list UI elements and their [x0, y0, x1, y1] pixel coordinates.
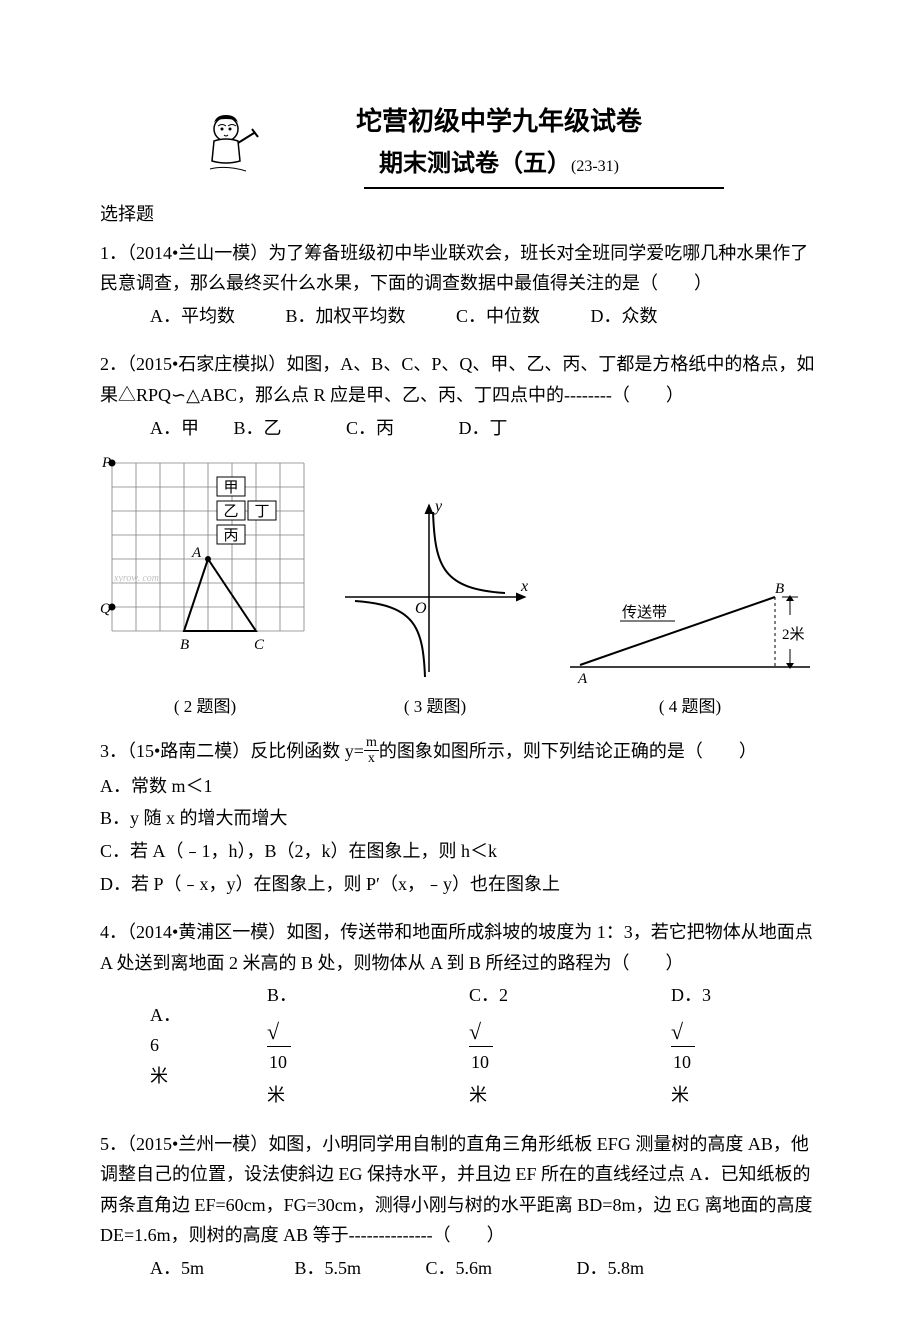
q2-options: A．甲 B．乙 C．丙 D．丁: [100, 413, 820, 444]
question-2: 2．（2015•石家庄模拟）如图，A、B、C、P、Q、甲、乙、丙、丁都是方格纸中…: [100, 349, 820, 443]
title-line2: 期末测试卷（五）(23-31): [274, 144, 724, 185]
q3-text-post: 的图象如图所示，则下列结论正确的是（ ）: [379, 741, 757, 761]
q2-optD: D．丁: [459, 413, 508, 444]
q5-optB: B．5.5m: [295, 1253, 362, 1284]
header: 坨营初级中学九年级试卷 期末测试卷（五）(23-31): [100, 100, 820, 189]
q5-optC: C．5.6m: [426, 1253, 493, 1284]
svg-text:O: O: [415, 600, 427, 617]
q4-optB: B．√10米: [267, 980, 383, 1110]
sqrt-icon: √10: [671, 1011, 741, 1080]
q3-num: 3．: [100, 741, 127, 761]
teacher-icon: [196, 109, 266, 179]
q5-src: （2015•兰州一模）: [127, 1134, 268, 1154]
title2-main: 期末测试卷（五）: [379, 151, 571, 177]
belt-svg: A B 传送带 2米: [560, 567, 820, 687]
q3-src: （15•路南二模）: [127, 741, 250, 761]
q2-optA: A．甲: [150, 413, 199, 444]
svg-text:x: x: [520, 578, 528, 595]
frac-num: m: [364, 735, 379, 751]
q5-optA: A．5m: [150, 1253, 204, 1284]
svg-text:B: B: [180, 637, 189, 653]
question-3: 3．（15•路南二模）反比例函数 y=mx的图象如图所示，则下列结论正确的是（ …: [100, 736, 820, 899]
svg-text:甲: 甲: [223, 480, 238, 496]
svg-text:xyrow. com: xyrow. com: [113, 573, 159, 584]
svg-text:P: P: [101, 457, 111, 471]
q2-optB: B．乙: [234, 413, 282, 444]
svg-text:乙: 乙: [223, 504, 238, 520]
q4-options: A．6 米 B．√10米 C．2√10米 D．3√10米: [100, 980, 820, 1110]
q3-optB: B．y 随 x 的增大而增大: [100, 803, 820, 834]
q3-text-pre: 反比例函数 y=: [250, 741, 364, 761]
q3-optD: D．若 P（﹣x，y）在图象上，则 P′（x，﹣y）也在图象上: [100, 869, 820, 900]
svg-text:y: y: [433, 498, 443, 515]
q4-optC: C．2√10米: [469, 980, 585, 1110]
q4-optD: D．3√10米: [671, 980, 787, 1110]
title-line1: 坨营初级中学九年级试卷: [274, 100, 724, 144]
fig4-caption: ( 4 题图): [560, 693, 820, 722]
q1-num: 1．: [100, 243, 127, 263]
sqrt-icon: √10: [267, 1011, 337, 1080]
header-text: 坨营初级中学九年级试卷 期末测试卷（五）(23-31): [274, 100, 724, 189]
svg-text:2米: 2米: [782, 626, 805, 643]
q2-src: （2015•石家庄模拟）: [127, 354, 286, 374]
question-4: 4．（2014•黄浦区一模）如图，传送带和地面所成斜坡的坡度为 1：3，若它把物…: [100, 917, 820, 1110]
q3-optA: A．常数 m＜1: [100, 771, 820, 802]
section-label: 选择题: [100, 199, 820, 230]
svg-text:C: C: [254, 637, 265, 653]
svg-text:传送带: 传送带: [622, 604, 667, 621]
fraction-icon: mx: [364, 735, 379, 767]
figure-4: A B 传送带 2米 ( 4 题图): [560, 567, 820, 722]
q5-options: A．5m B．5.5m C．5.6m D．5.8m: [100, 1253, 820, 1284]
curve-svg: y x O: [335, 497, 535, 687]
q4-optA: A．6 米: [150, 1000, 181, 1092]
q2-optC: C．丙: [346, 413, 394, 444]
q1-optB: B．加权平均数: [286, 301, 406, 332]
svg-text:丁: 丁: [254, 504, 269, 520]
q1-optC: C．中位数: [456, 301, 540, 332]
q1-optA: A．平均数: [150, 301, 235, 332]
q3-options: A．常数 m＜1 B．y 随 x 的增大而增大 C．若 A（﹣1，h），B（2，…: [100, 771, 820, 899]
q1-src: （2014•兰山一模）: [127, 243, 268, 263]
fig3-caption: ( 3 题图): [335, 693, 535, 722]
q5-num: 5．: [100, 1134, 127, 1154]
q5-optD: D．5.8m: [577, 1253, 645, 1284]
grid-svg: 甲 乙 丙 丁 A B C P Q xyrow. com: [100, 457, 310, 687]
q2-num: 2．: [100, 354, 127, 374]
question-5: 5．（2015•兰州一模）如图，小明同学用自制的直角三角形纸板 EFG 测量树的…: [100, 1129, 820, 1284]
question-1: 1．（2014•兰山一模）为了筹备班级初中毕业联欢会，班长对全班同学爱吃哪几种水…: [100, 238, 820, 332]
q3-optC: C．若 A（﹣1，h），B（2，k）在图象上，则 h＜k: [100, 836, 820, 867]
title-underline: [364, 187, 724, 189]
q4-src: （2014•黄浦区一模）: [127, 922, 286, 942]
q4-num: 4．: [100, 922, 127, 942]
figure-3: y x O ( 3 题图): [335, 497, 535, 722]
svg-text:Q: Q: [100, 601, 111, 617]
svg-text:A: A: [191, 545, 202, 561]
svg-text:丙: 丙: [223, 528, 238, 544]
q1-options: A．平均数 B．加权平均数 C．中位数 D．众数: [100, 301, 820, 332]
title2-sub: (23-31): [571, 158, 619, 175]
svg-text:A: A: [577, 671, 588, 687]
fig2-caption: ( 2 题图): [100, 693, 310, 722]
figures-row: 甲 乙 丙 丁 A B C P Q xyrow. com ( 2 题图): [100, 457, 820, 722]
frac-den: x: [364, 751, 379, 766]
figure-2: 甲 乙 丙 丁 A B C P Q xyrow. com ( 2 题图): [100, 457, 310, 722]
sqrt-icon: √10: [469, 1011, 539, 1080]
q1-optD: D．众数: [591, 301, 658, 332]
svg-text:B: B: [775, 581, 784, 597]
